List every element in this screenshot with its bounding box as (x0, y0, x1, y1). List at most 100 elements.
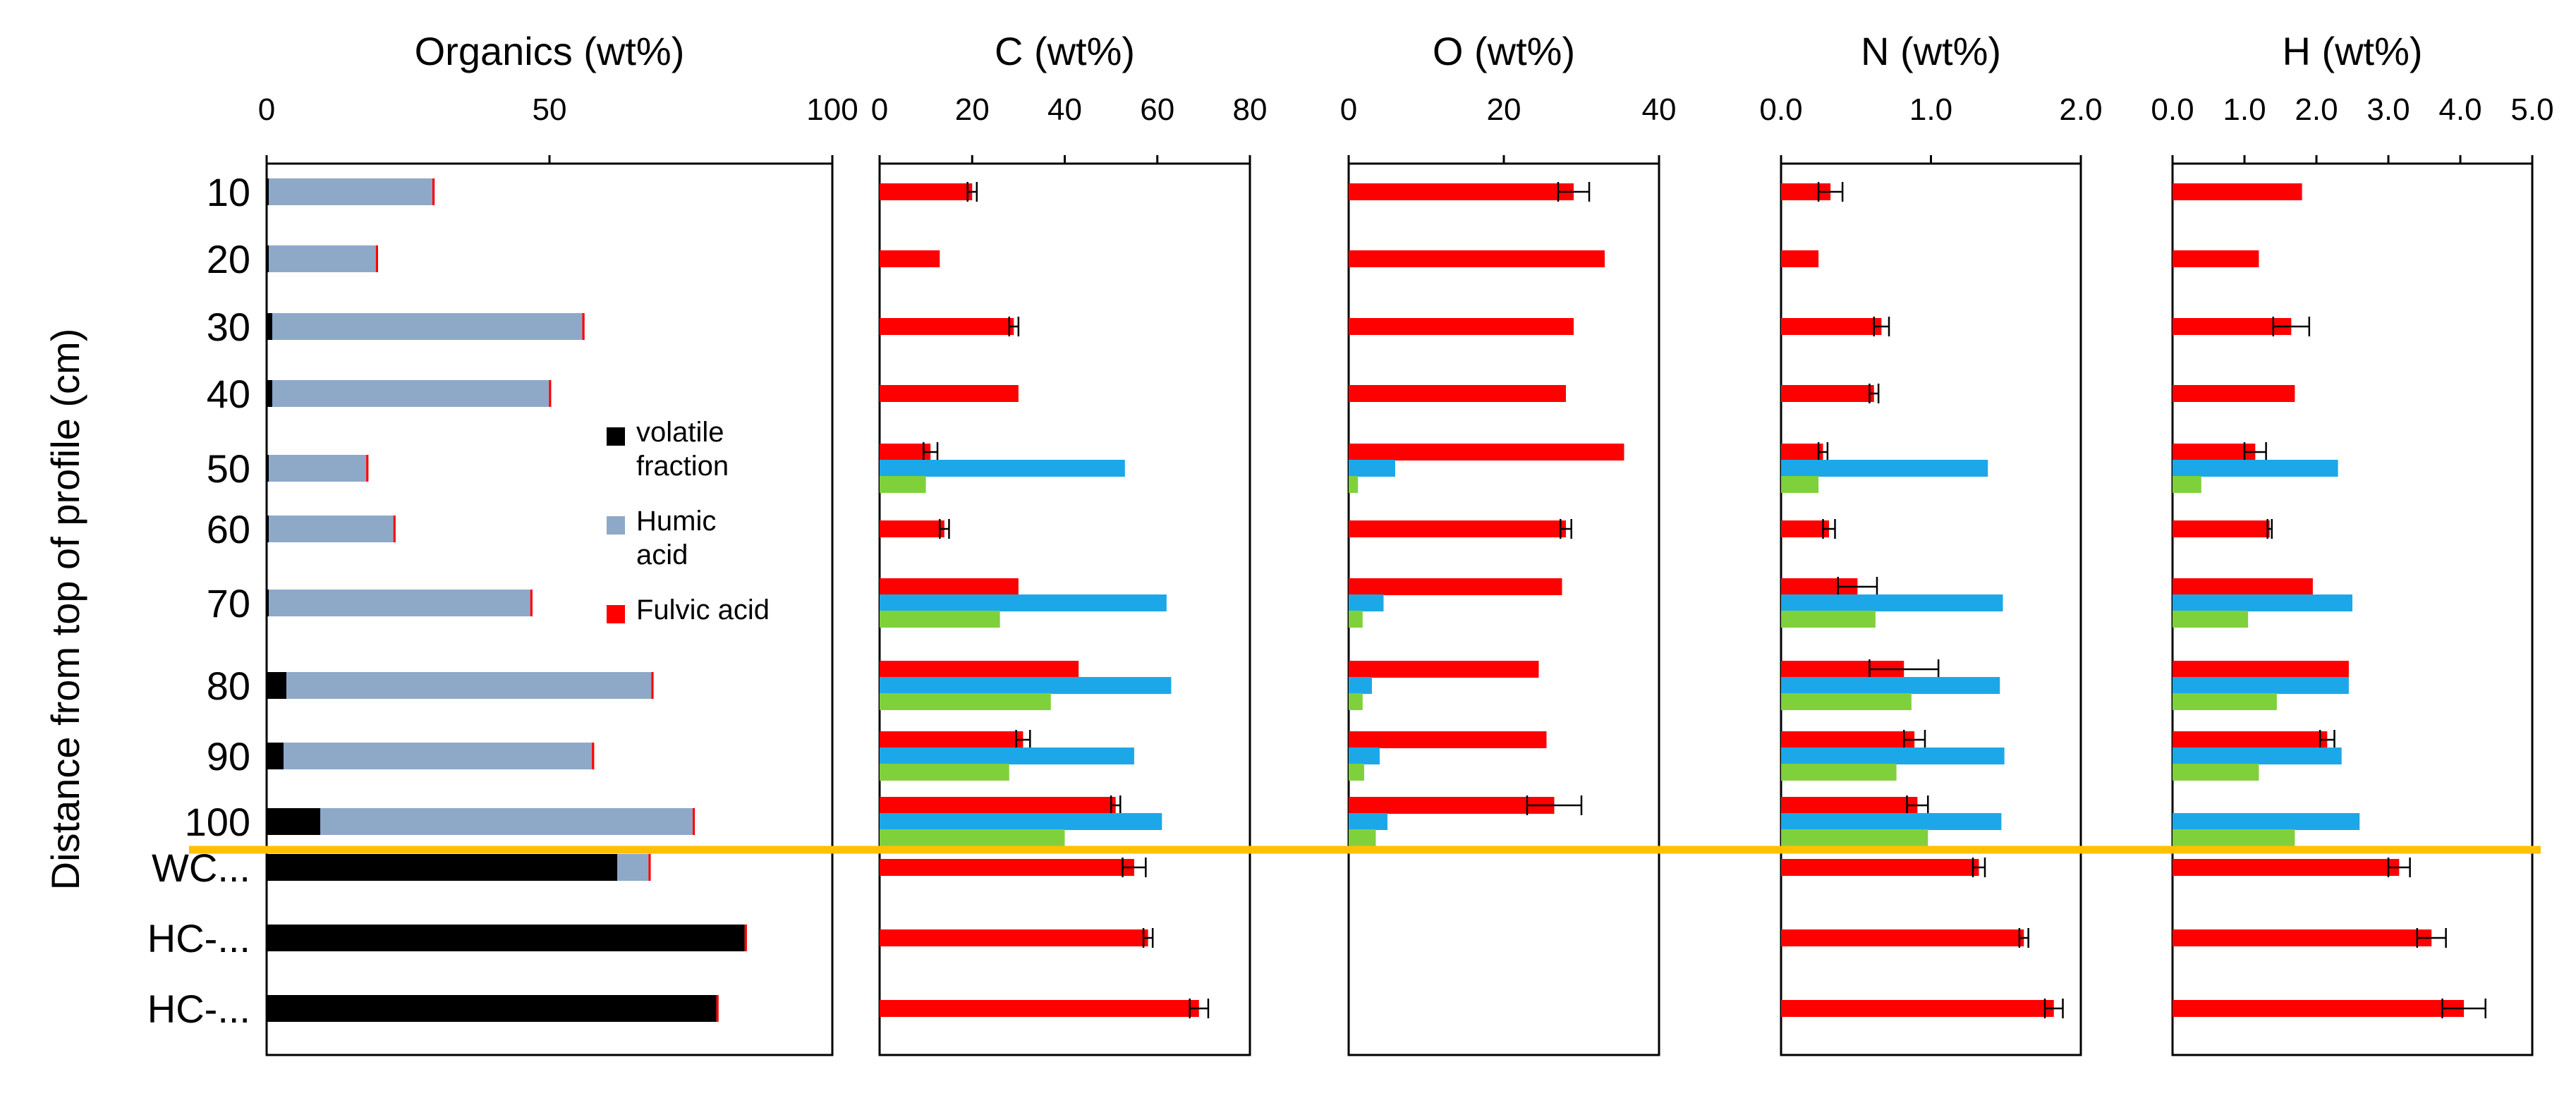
bar-fulvic-acid (1781, 385, 1874, 402)
bar-humic-acid (1781, 594, 2003, 611)
bar-series-3 (1349, 476, 1359, 493)
category-label: HC-... (147, 916, 250, 960)
bar-humic-acid (269, 590, 530, 616)
x-tick-label: 40 (1047, 92, 1082, 127)
bar-fulvic-acid (393, 516, 396, 542)
bar-series-3 (1349, 764, 1364, 781)
bar-volatile-fraction (267, 854, 618, 881)
legend-label: volatile (636, 417, 724, 448)
x-tick-label: 1.0 (1909, 92, 1952, 127)
bar-humic-acid (2173, 594, 2352, 611)
bar-volatile-fraction (267, 672, 287, 699)
bar-fulvic-acid (880, 183, 973, 200)
bar-fulvic-acid (1781, 250, 1819, 267)
panel: C (wt%) 0 20 40 60 80 (871, 29, 1268, 1056)
bar-fulvic-acid (366, 455, 369, 482)
bar-fulvic-acid (2173, 731, 2328, 748)
bar-series-3 (1781, 764, 1897, 781)
bar-fulvic-acid (1349, 183, 1574, 200)
category-label: 60 (207, 507, 250, 551)
bar-fulvic-acid (1349, 797, 1555, 814)
bar-series-3 (1781, 829, 1928, 846)
bar-fulvic-acid (2173, 929, 2432, 946)
bar-humic-acid (1781, 813, 2002, 830)
bar-series-3 (1781, 611, 1876, 628)
bar-volatile-fraction (267, 516, 269, 542)
bar-fulvic-acid (2173, 318, 2292, 335)
bar-series-3 (2173, 693, 2277, 710)
bar-fulvic-acid (1349, 444, 1624, 460)
x-tick-label: 60 (1140, 92, 1174, 127)
bar-fulvic-acid (744, 925, 747, 951)
bar-volatile-fraction (267, 455, 269, 482)
bar-fulvic-acid (2173, 578, 2313, 595)
category-label: 20 (207, 237, 250, 281)
bar-volatile-fraction (267, 178, 269, 205)
bar-fulvic-acid (375, 245, 378, 272)
category-label: 90 (207, 734, 250, 779)
bar-humic-acid (2173, 748, 2342, 764)
bar-series-3 (880, 693, 1051, 710)
x-tick-label: 80 (1233, 92, 1268, 127)
bar-fulvic-acid (1349, 731, 1547, 748)
bar-humic-acid (286, 672, 652, 699)
legend-label: fraction (636, 451, 729, 482)
bar-humic-acid (2173, 813, 2360, 830)
category-label: HC-... (147, 987, 250, 1031)
bar-series-3 (1781, 693, 1912, 710)
bar-fulvic-acid (2173, 859, 2400, 876)
bar-fulvic-acid (880, 520, 944, 537)
bar-fulvic-acid (880, 578, 1019, 595)
bar-series-3 (2173, 764, 2259, 781)
bar-series-3 (880, 829, 1065, 846)
x-tick-label: 2.0 (2059, 92, 2102, 127)
bar-fulvic-acid (880, 929, 1148, 946)
bar-fulvic-acid (1349, 318, 1574, 335)
bar-humic-acid (269, 516, 394, 542)
bar-fulvic-acid (2173, 250, 2259, 267)
bar-fulvic-acid (880, 385, 1019, 402)
bar-volatile-fraction (267, 808, 321, 835)
bar-fulvic-acid (2173, 661, 2349, 678)
panel: N (wt%) 0.0 1.0 2.0 (1759, 29, 2103, 1056)
bar-fulvic-acid (880, 318, 1014, 335)
category-label: 10 (207, 170, 250, 214)
panel-title: Organics (wt%) (415, 29, 685, 73)
bar-volatile-fraction (267, 245, 269, 272)
legend-swatch (607, 516, 625, 535)
bar-humic-acid (320, 808, 693, 835)
bar-fulvic-acid (880, 661, 1079, 678)
bar-volatile-fraction (267, 590, 269, 616)
bar-volatile-fraction (267, 743, 284, 769)
bar-fulvic-acid (880, 797, 1116, 814)
legend-label: Humic (636, 506, 716, 537)
bar-humic-acid (880, 677, 1172, 694)
bar-humic-acid (880, 813, 1162, 830)
x-tick-label: 4.0 (2438, 92, 2481, 127)
panel-title: H (wt%) (2282, 29, 2422, 73)
bar-fulvic-acid (880, 250, 940, 267)
bar-fulvic-acid (692, 808, 695, 835)
bar-series-3 (1349, 611, 1363, 628)
bar-humic-acid (1349, 594, 1384, 611)
category-label: 70 (207, 581, 250, 626)
bar-fulvic-acid (530, 590, 533, 616)
bar-series-3 (2173, 829, 2295, 846)
panel: Organics (wt%) 0 50 100 (258, 29, 858, 1056)
panel-title: N (wt%) (1861, 29, 2001, 73)
bar-humic-acid (1781, 460, 1988, 477)
bar-fulvic-acid (716, 995, 719, 1022)
bar-fulvic-acid (2173, 183, 2302, 200)
bar-fulvic-acid (549, 380, 552, 407)
legend-label: acid (636, 539, 688, 571)
bar-humic-acid (1349, 677, 1372, 694)
category-label: 40 (207, 372, 250, 416)
bar-series-3 (880, 764, 1009, 781)
bar-fulvic-acid (1781, 318, 1882, 335)
bar-humic-acid (1349, 813, 1387, 830)
bar-humic-acid (272, 313, 583, 340)
bar-humic-acid (1781, 677, 2000, 694)
bar-humic-acid (1349, 460, 1395, 477)
bar-fulvic-acid (1781, 1000, 2054, 1017)
